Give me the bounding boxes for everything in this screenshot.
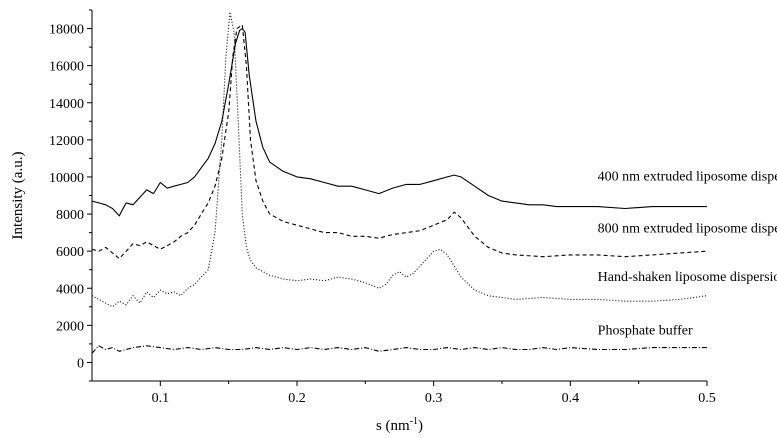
y-tick-label: 6000 xyxy=(56,245,84,260)
x-axis-label-suffix: ) xyxy=(418,418,423,434)
x-tick-label: 0.3 xyxy=(425,391,443,406)
x-tick-label: 0.2 xyxy=(288,391,306,406)
x-axis-label: s (nm-1) xyxy=(376,416,423,434)
series-annotation-3: Hand-shaken liposome dispersion xyxy=(598,270,777,285)
x-axis-label-superscript: -1 xyxy=(410,416,418,427)
y-tick-label: 4000 xyxy=(56,282,84,297)
series-line-1 xyxy=(92,29,707,216)
y-tick-label: 14000 xyxy=(49,97,84,112)
series-annotation-1: 400 nm extruded liposome dispersion xyxy=(598,170,777,185)
series-line-4 xyxy=(92,346,707,353)
x-axis-label-main: s (nm xyxy=(376,418,410,434)
y-tick-label: 2000 xyxy=(56,319,84,334)
x-tick-label: 0.4 xyxy=(562,391,580,406)
y-tick-label: 8000 xyxy=(56,208,84,223)
y-axis-label: Intensity (a.u.) xyxy=(10,152,26,240)
series-line-3 xyxy=(92,12,707,307)
y-tick-label: 0 xyxy=(77,356,84,371)
y-tick-label: 16000 xyxy=(49,60,84,75)
y-tick-label: 10000 xyxy=(49,171,84,186)
series-annotation-2: 800 nm extruded liposome dispersion xyxy=(598,222,777,237)
x-tick-label: 0.1 xyxy=(152,391,170,406)
series-annotations: 400 nm extruded liposome dispersion 800 n… xyxy=(598,170,777,339)
y-tick-label: 18000 xyxy=(49,23,84,38)
x-tick-label: 0.5 xyxy=(698,391,716,406)
y-tick-label: 12000 xyxy=(49,134,84,149)
series-annotation-4: Phosphate buffer xyxy=(598,324,693,339)
